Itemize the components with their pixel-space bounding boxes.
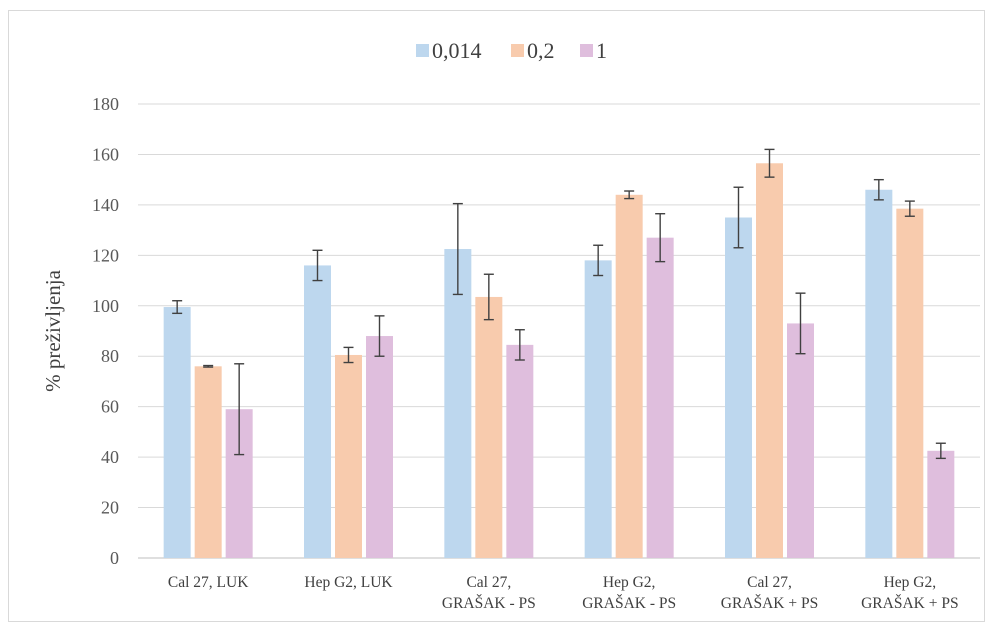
y-tick-label: 120 [92, 245, 119, 265]
error-bar [764, 148, 775, 178]
bar [756, 163, 783, 558]
legend-swatch [511, 44, 524, 57]
error-bars [172, 148, 946, 460]
y-tick-label: 0 [110, 548, 119, 568]
y-tick-label: 160 [92, 144, 119, 164]
bar [304, 265, 331, 558]
error-bar [374, 315, 385, 357]
x-category-label: Hep G2, GRAŠAK - PS [582, 574, 676, 612]
legend-swatch [580, 44, 593, 57]
legend-item: 1 [580, 38, 607, 63]
legend-label: 0,2 [527, 38, 555, 63]
bar [366, 336, 393, 558]
bar [787, 323, 814, 558]
legend-item: 0,2 [511, 38, 555, 63]
error-bar [514, 329, 525, 361]
x-category-label: Hep G2, LUK [304, 574, 393, 591]
error-bar [624, 190, 635, 200]
error-bar [203, 364, 214, 368]
bars [163, 163, 955, 559]
error-bar [172, 300, 183, 315]
legend-label: 0,014 [432, 38, 482, 63]
y-tick-label: 60 [101, 397, 119, 417]
y-tick-label: 100 [92, 296, 119, 316]
bar [335, 354, 362, 558]
error-bar [452, 202, 463, 296]
y-axis-ticks: 0 20 40 60 80 100 120 140 160 180 [92, 94, 119, 568]
bar [927, 450, 955, 558]
error-bar [312, 249, 323, 282]
bar [163, 307, 191, 558]
legend-item: 0,014 [416, 38, 482, 63]
error-bar [904, 200, 915, 217]
legend-swatch [416, 44, 429, 57]
error-bar [733, 186, 744, 249]
bar [615, 194, 643, 559]
error-bar [873, 178, 884, 201]
bar [444, 249, 472, 558]
bar [865, 189, 893, 558]
bar [194, 366, 222, 558]
error-bar [655, 213, 666, 263]
x-category-label: Cal 27, GRAŠAK - PS [442, 574, 536, 612]
y-tick-label: 80 [101, 346, 119, 366]
error-bar [935, 442, 946, 460]
y-axis-label: % preživljenja [41, 269, 65, 392]
bar [506, 344, 534, 558]
error-bar [234, 363, 245, 456]
error-bar [343, 346, 354, 364]
y-tick-label: 180 [92, 94, 119, 114]
x-category-label: Cal 27, GRAŠAK + PS [721, 574, 818, 612]
bar [475, 296, 503, 558]
error-bar [593, 244, 604, 277]
y-tick-label: 40 [101, 447, 119, 467]
error-bar [483, 273, 494, 321]
x-category-label: Hep G2, GRAŠAK + PS [861, 574, 958, 612]
legend-label: 1 [596, 38, 607, 63]
y-tick-label: 140 [92, 195, 119, 215]
bar [646, 237, 674, 558]
bar [896, 208, 924, 558]
bar [584, 260, 612, 558]
gridlines [138, 103, 980, 559]
y-tick-label: 20 [101, 498, 119, 518]
bar [725, 217, 752, 558]
x-axis-categories: Cal 27, LUK Hep G2, LUK Cal 27, GRAŠAK - PS… [168, 574, 959, 612]
legend: 0,014 0,2 1 [416, 38, 607, 63]
error-bar [795, 292, 806, 355]
x-category-label: Cal 27, LUK [168, 574, 249, 591]
